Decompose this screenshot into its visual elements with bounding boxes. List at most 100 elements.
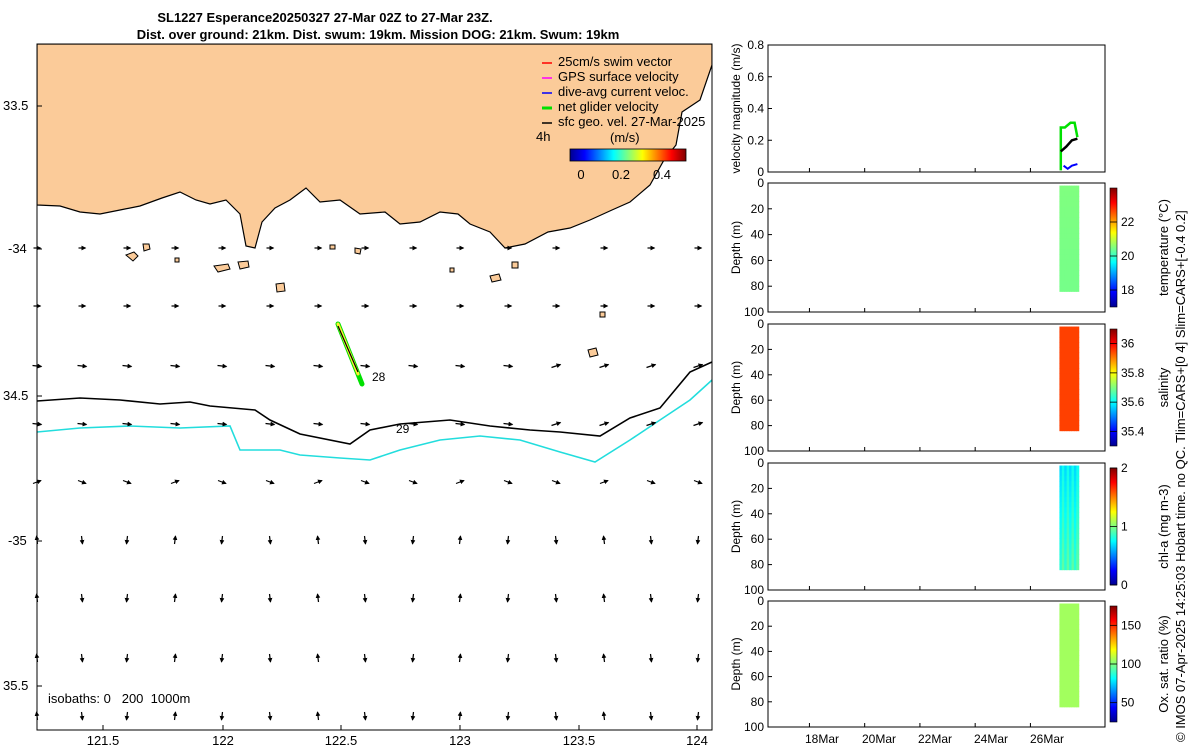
- profile-cell: [1071, 368, 1075, 374]
- profile-cell: [1061, 190, 1065, 197]
- profile-cell: [1071, 331, 1075, 338]
- y-tick-label: 60: [751, 670, 765, 684]
- profile-cell: [1064, 619, 1068, 625]
- profile-cell: [1059, 639, 1063, 646]
- profile-cell: [1069, 496, 1073, 503]
- date-axis: 18Mar 20Mar 22Mar 24Mar 26Mar: [805, 732, 1064, 746]
- profile-cell: [1059, 554, 1063, 560]
- profile-cell: [1061, 331, 1065, 338]
- profile-cell: [1076, 227, 1080, 234]
- profile-cell: [1076, 655, 1080, 661]
- geo-velocity-arrow: [124, 535, 130, 545]
- profile-cell: [1076, 686, 1080, 692]
- lat-tick-label: -35: [8, 533, 27, 548]
- geo-velocity-arrow: [172, 711, 178, 721]
- profile-cell: [1076, 681, 1080, 687]
- profile-cell: [1066, 491, 1070, 498]
- panel-velocity: 0 0.2 0.4 0.6 0.8 velocity magnitude (m/s): [729, 38, 1106, 179]
- profile-cell: [1076, 629, 1080, 636]
- profile-cell: [1059, 275, 1063, 282]
- geo-velocity-arrow: [219, 535, 225, 545]
- profile-cell: [1069, 409, 1073, 416]
- geo-velocity-arrow: [362, 593, 368, 603]
- profile-cell: [1073, 675, 1077, 682]
- geo-velocity-arrow: [360, 421, 371, 427]
- geo-velocity-arrow: [601, 711, 607, 721]
- profile-cell: [1064, 470, 1068, 477]
- profile-cell: [1066, 691, 1070, 698]
- profile-cell: [1066, 528, 1070, 534]
- profile-cell: [1066, 564, 1070, 571]
- profile-cell: [1069, 681, 1073, 687]
- profile-cell: [1069, 249, 1073, 255]
- profile-cell: [1066, 686, 1070, 692]
- profile-cell: [1069, 691, 1073, 698]
- profile-cell: [1061, 696, 1065, 703]
- geo-velocity-arrow: [457, 653, 463, 663]
- profile-cell: [1069, 280, 1073, 287]
- colorbar-tick-label: 2: [1121, 461, 1128, 475]
- profile-cell: [1061, 517, 1065, 524]
- profile-cell: [1061, 475, 1065, 482]
- profile-cell: [1064, 670, 1068, 677]
- profile-cell: [1071, 286, 1075, 292]
- profile-cell: [1061, 486, 1065, 493]
- profile-cell: [1071, 644, 1075, 651]
- profile-cell: [1076, 409, 1080, 416]
- y-tick-label: 80: [751, 695, 765, 709]
- profile-cell: [1076, 486, 1080, 493]
- profile-cell: [1064, 368, 1068, 374]
- profile-cell: [1076, 243, 1080, 250]
- profile-cell: [1073, 613, 1077, 620]
- profile-data-strip: [1059, 326, 1080, 432]
- profile-cell: [1061, 660, 1065, 667]
- profile-cell: [1064, 331, 1068, 338]
- profile-cell: [1073, 538, 1077, 545]
- profile-cell: [1059, 512, 1063, 519]
- profile-cell: [1071, 491, 1075, 498]
- profile-cell: [1076, 670, 1080, 677]
- geo-velocity-arrow: [693, 479, 703, 485]
- profile-cell: [1066, 660, 1070, 667]
- profile-cell: [1071, 347, 1075, 354]
- profile-cell: [1073, 206, 1077, 213]
- profile-cell: [1066, 373, 1070, 380]
- lon-tick-label: 121.5: [87, 733, 120, 748]
- geo-velocity-arrow: [646, 421, 657, 427]
- profile-cell: [1071, 634, 1075, 641]
- y-tick-label: 60: [751, 253, 765, 267]
- lon-tick-label: 122.5: [325, 733, 358, 748]
- profile-cell: [1064, 383, 1068, 390]
- geo-velocity-arrow: [455, 479, 465, 485]
- speed-tick: 0.4: [653, 167, 671, 182]
- profile-cell: [1071, 650, 1075, 656]
- profile-cell: [1073, 212, 1077, 218]
- profile-cell: [1061, 373, 1065, 380]
- profile-cell: [1069, 608, 1073, 615]
- profile-cell: [1069, 342, 1073, 348]
- profile-cell: [1064, 548, 1068, 555]
- profile-cell: [1059, 629, 1063, 636]
- profile-cell: [1066, 655, 1070, 661]
- profile-cell: [1066, 368, 1070, 374]
- profile-cell: [1064, 280, 1068, 287]
- profile-cell: [1061, 409, 1065, 416]
- profile-cell: [1069, 701, 1073, 708]
- geo-velocity-arrow: [267, 711, 273, 721]
- profile-cell: [1076, 326, 1080, 333]
- profile-cell: [1071, 362, 1075, 369]
- profile-cell: [1061, 362, 1065, 369]
- net-velocity-series: [1059, 121, 1079, 171]
- profile-cell: [1061, 619, 1065, 625]
- profile-cell: [1066, 362, 1070, 369]
- geo-velocity-arrow: [265, 421, 276, 427]
- profile-cell: [1069, 613, 1073, 620]
- profile-cell: [1064, 404, 1068, 411]
- legend-geo-velocity: sfc geo. vel. 27-Mar-2025: [558, 114, 705, 129]
- profile-cell: [1071, 206, 1075, 213]
- profile-cell: [1073, 399, 1077, 406]
- profile-cell: [1064, 420, 1068, 426]
- geo-velocity-arrow: [599, 479, 609, 485]
- panel-profile-4: 0 20 40 60 80 100 Depth (m) 50 100 150 Ox. sat. ra…: [729, 594, 1171, 734]
- profile-cell: [1066, 554, 1070, 560]
